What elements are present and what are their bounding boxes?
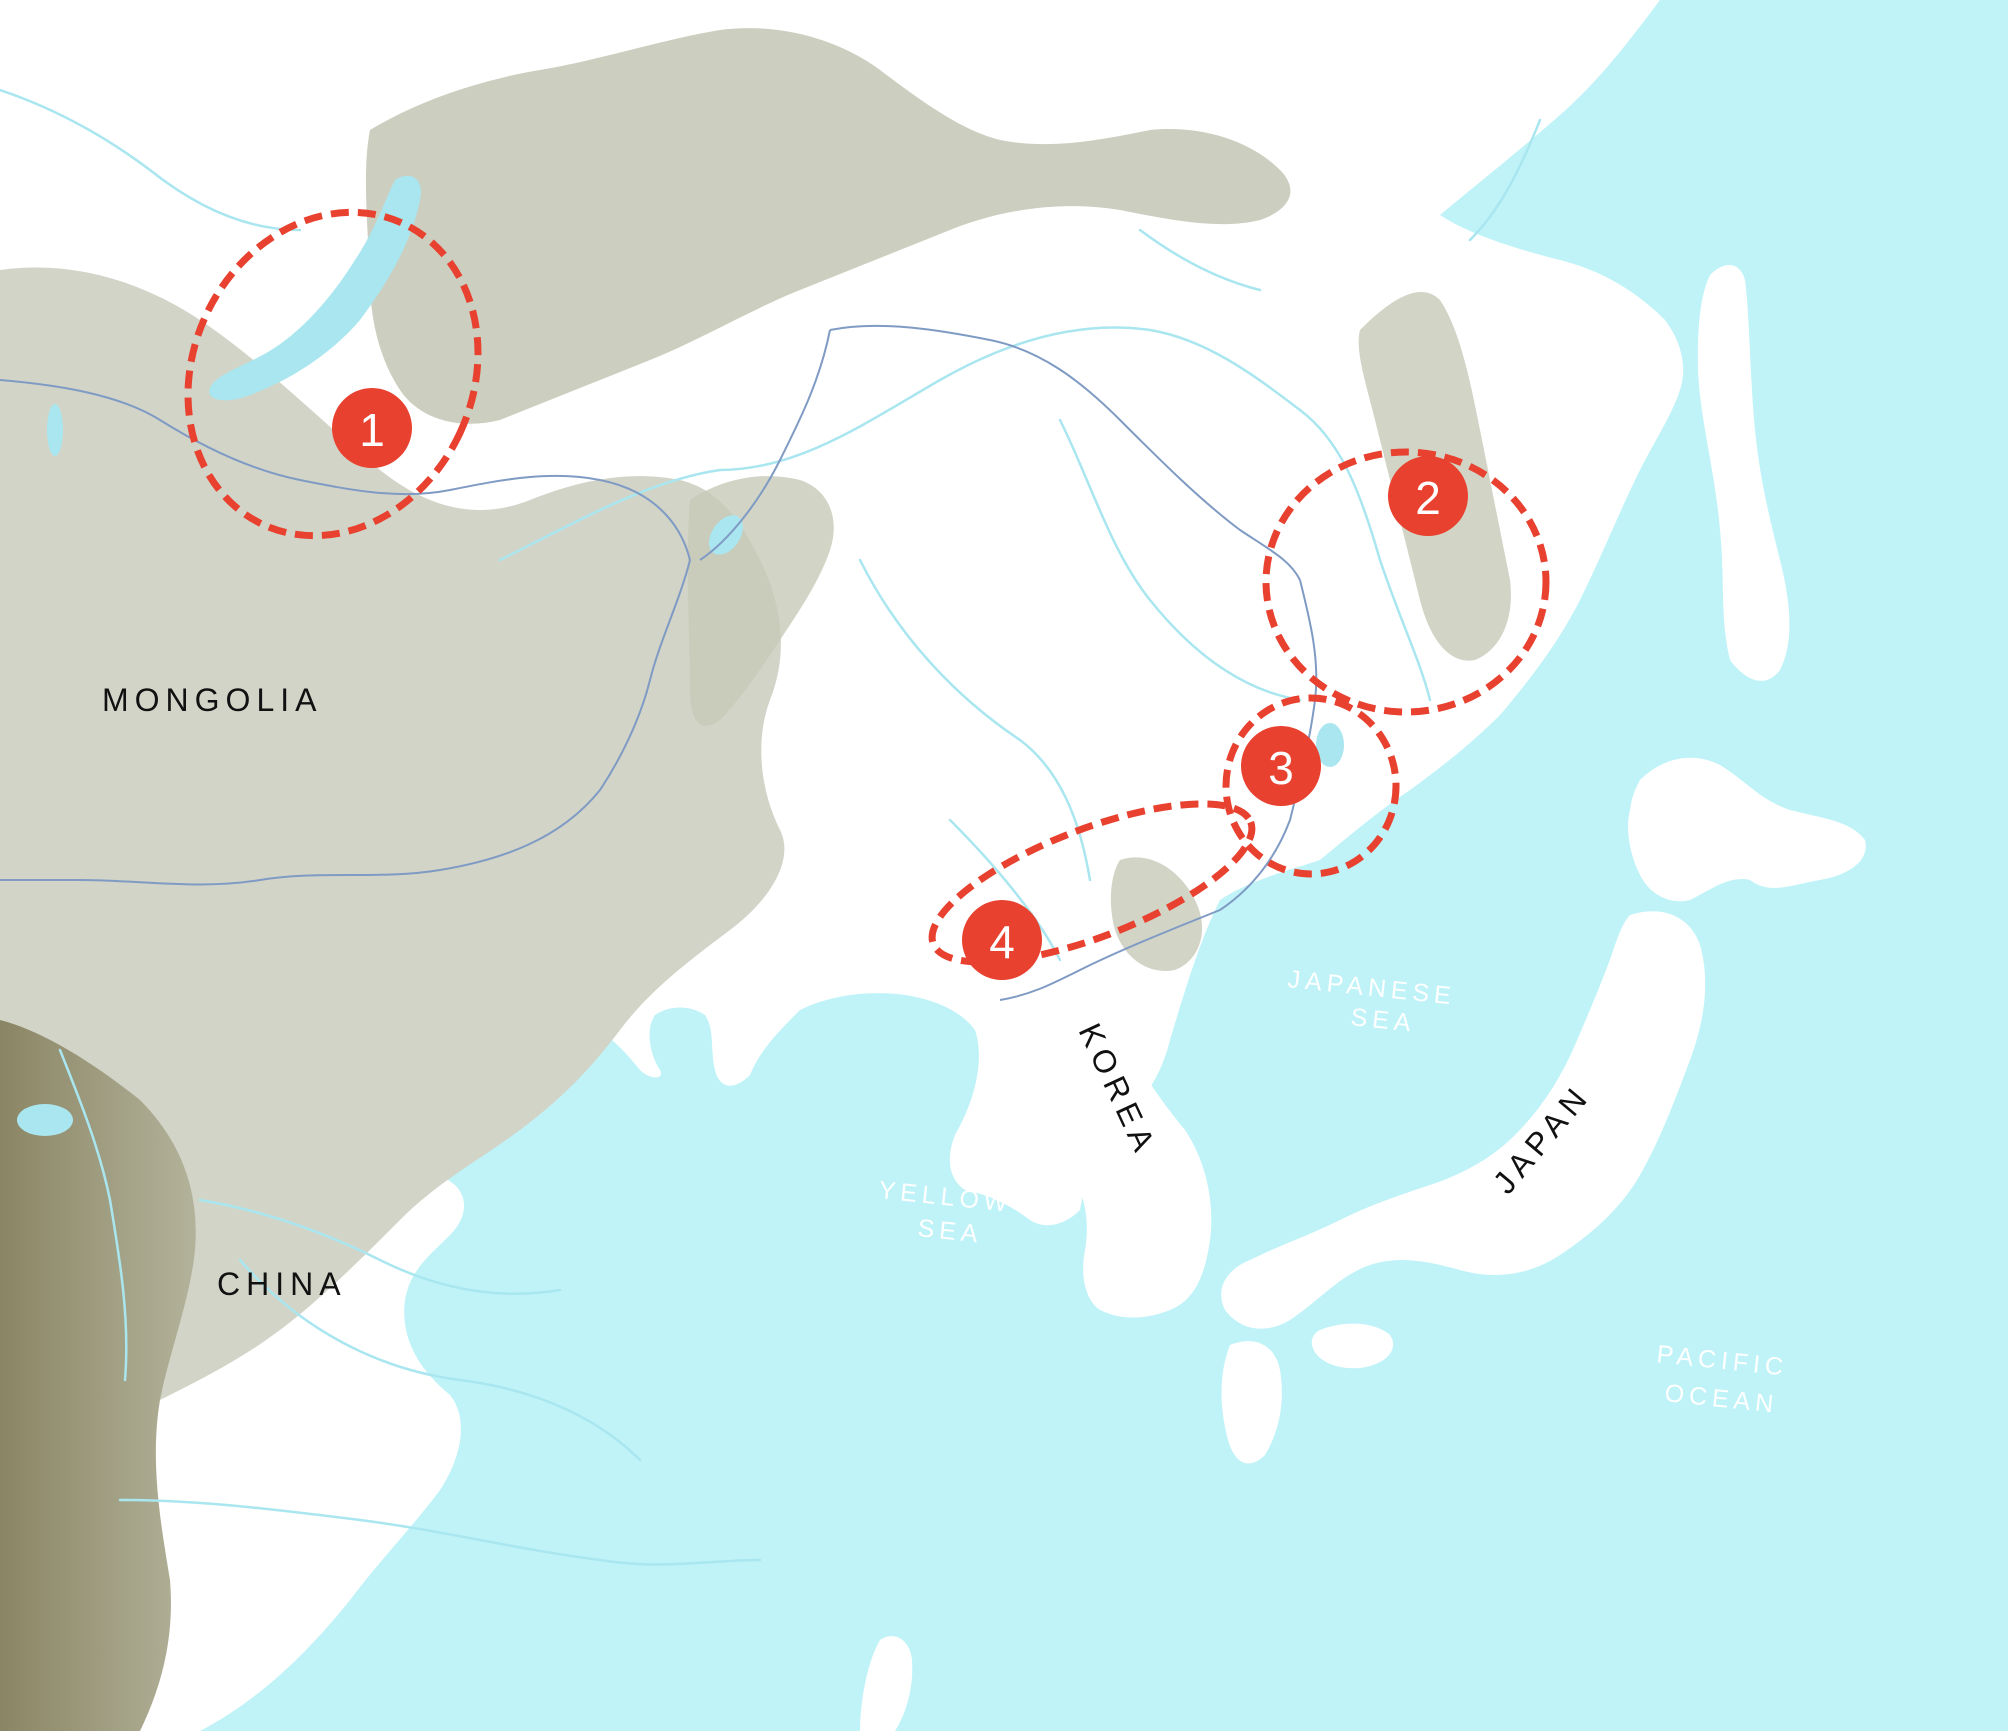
taiwan-island [860, 1636, 913, 1731]
lake-baikal [209, 175, 421, 401]
lake-khovsgol [47, 404, 63, 456]
lake-khanka [1316, 723, 1344, 767]
region-outlines [184, 208, 1550, 966]
mainland [0, 0, 1684, 1731]
region-marker-2-number: 2 [1415, 472, 1441, 524]
region-outline-2 [1262, 448, 1550, 716]
region-marker-2[interactable]: 2 [1388, 456, 1468, 536]
korea-peninsula [1000, 985, 1212, 1318]
region-marker-1[interactable]: 1 [332, 388, 412, 468]
high-mountains [0, 1020, 196, 1731]
region-outline-3 [1222, 694, 1400, 878]
region-marker-2-circle [1388, 456, 1468, 536]
honshu-island [1221, 911, 1706, 1329]
kyushu-island [1221, 1341, 1282, 1464]
hokkaido-island [1628, 757, 1866, 902]
region-marker-4-number: 4 [989, 916, 1015, 968]
region-marker-4-circle [962, 900, 1042, 980]
label-yellow-sea-line2: SEA [916, 1214, 984, 1249]
region-marker-3-number: 3 [1268, 742, 1294, 794]
label-mongolia: MONGOLIA [102, 682, 322, 718]
sakhalin-island [1697, 264, 1790, 681]
region-marker-3-circle [1241, 726, 1321, 806]
shikoku-island [1311, 1323, 1394, 1369]
region-marker-1-circle [332, 388, 412, 468]
lake-qinghai [17, 1104, 73, 1136]
region-outline-1 [184, 208, 482, 540]
label-china: CHINA [217, 1266, 347, 1302]
region-outline-4 [928, 800, 1256, 966]
north-mountains [365, 28, 1291, 424]
region-marker-3[interactable]: 3 [1241, 726, 1321, 806]
region-marker-1-number: 1 [359, 404, 385, 456]
rivers [0, 88, 1542, 1566]
steppe-plateau [0, 267, 785, 1450]
label-japanese-sea-line2: SEA [1349, 1003, 1417, 1038]
borders [0, 324, 1318, 1001]
region-marker-4[interactable]: 4 [962, 900, 1042, 980]
